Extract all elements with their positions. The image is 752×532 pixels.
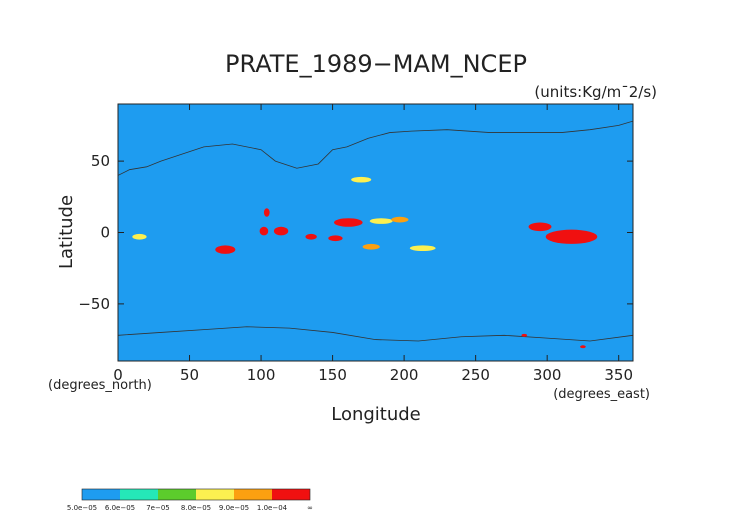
boundary-line bbox=[118, 326, 633, 342]
y-tick-label: 50 bbox=[91, 152, 110, 170]
colorbar-label: 7e−05 bbox=[146, 504, 170, 512]
precip-cell bbox=[273, 226, 289, 236]
colorbar-label: 1.0e−04 bbox=[257, 504, 288, 512]
precip-cell bbox=[545, 229, 598, 244]
y-axis-ticks: 50 0 −50 bbox=[78, 152, 633, 313]
precip-cell bbox=[528, 222, 552, 232]
y-tick-label: 0 bbox=[100, 224, 110, 242]
precip-cell bbox=[521, 333, 528, 337]
colorbar-label: 8.0e−05 bbox=[181, 504, 211, 512]
plot-area bbox=[118, 104, 633, 361]
precip-cell bbox=[409, 245, 436, 252]
precip-cell bbox=[334, 218, 363, 227]
chart-title: PRATE_1989−MAM_NCEP bbox=[225, 50, 527, 78]
colorbar-label: ∞ bbox=[307, 504, 313, 512]
x-tick-label: 100 bbox=[247, 366, 276, 384]
precip-cell bbox=[132, 233, 147, 240]
x-unit-note: (degrees_east) bbox=[553, 387, 650, 402]
y-unit-note: (degrees_north) bbox=[48, 378, 152, 393]
colorbar-swatch bbox=[196, 489, 234, 500]
map-boundary-layer bbox=[118, 120, 633, 342]
colorbar: 5.0e−05 6.0e−05 7e−05 8.0e−05 9.0e−05 1.0e−04… bbox=[67, 488, 313, 512]
precip-cell bbox=[263, 208, 270, 217]
x-tick-label: 350 bbox=[604, 366, 633, 384]
colorbar-label: 9.0e−05 bbox=[219, 504, 249, 512]
precip-cell bbox=[215, 245, 236, 254]
precip-cell bbox=[328, 235, 343, 242]
y-tick-label: −50 bbox=[78, 295, 110, 313]
precip-cell bbox=[369, 218, 393, 224]
precip-cell bbox=[305, 233, 317, 240]
colorbar-swatch bbox=[120, 489, 158, 500]
colorbar-swatch bbox=[272, 489, 310, 500]
colorbar-swatch bbox=[234, 489, 272, 500]
precip-cell bbox=[351, 176, 372, 183]
x-tick-label: 200 bbox=[390, 366, 419, 384]
colorbar-frame bbox=[81, 488, 311, 501]
x-axis-ticks: 0 50 100 150 200 250 300 350 bbox=[113, 104, 633, 384]
colorbar-swatch bbox=[158, 489, 196, 500]
precip-cell bbox=[362, 243, 380, 250]
colorbar-swatch bbox=[82, 489, 120, 500]
x-tick-label: 50 bbox=[180, 366, 199, 384]
colorbar-label: 5.0e−05 bbox=[67, 504, 97, 512]
y-axis-label: Latitude bbox=[56, 195, 77, 269]
x-axis-label: Longitude bbox=[331, 404, 421, 425]
precip-cell bbox=[580, 345, 586, 349]
precip-cell bbox=[391, 216, 409, 223]
x-tick-label: 300 bbox=[533, 366, 562, 384]
x-tick-label: 0 bbox=[113, 366, 123, 384]
precip-cell bbox=[259, 226, 269, 236]
x-tick-label: 250 bbox=[461, 366, 490, 384]
colorbar-label: 6.0e−05 bbox=[105, 504, 135, 512]
x-tick-label: 150 bbox=[318, 366, 347, 384]
units-label: (units:Kg/m¯2/s) bbox=[534, 83, 657, 101]
precip-features bbox=[132, 176, 598, 349]
boundary-line bbox=[118, 120, 633, 176]
